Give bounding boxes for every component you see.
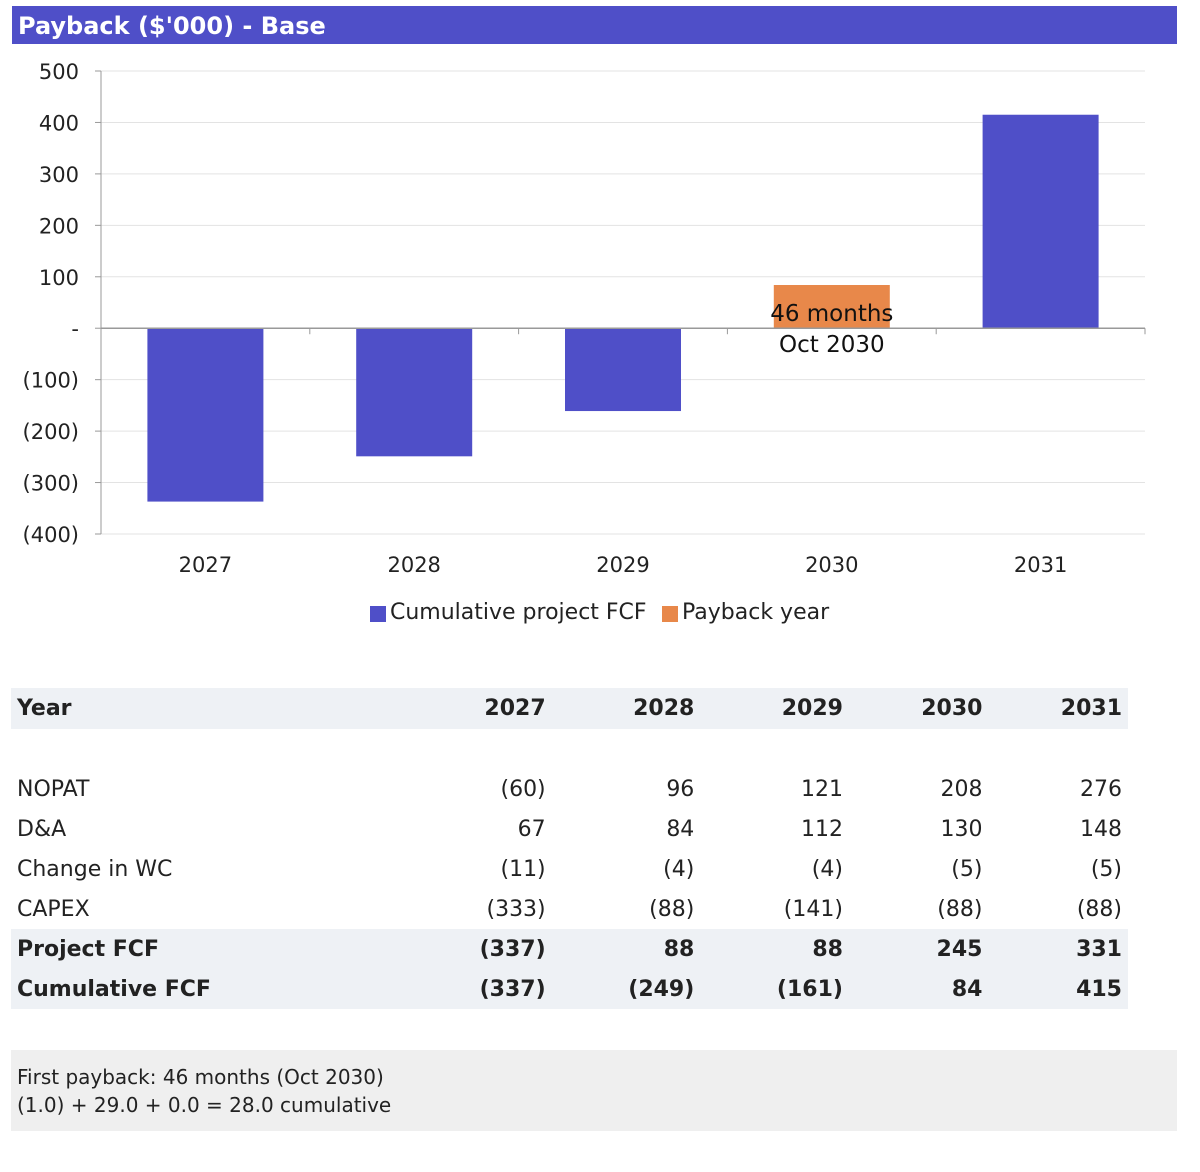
y-tick-label: - — [71, 317, 79, 341]
table-header-cell: 2031 — [988, 688, 1128, 729]
chart-title: Payback ($'000) - Base — [12, 6, 1177, 44]
row-cell: (4) — [663, 856, 695, 882]
row-cell: (333) — [486, 896, 546, 922]
table-row-da: D&A 67 84 112 130 148 — [11, 809, 1128, 849]
row-cell: (141) — [783, 896, 843, 922]
row-cell: (4) — [811, 856, 843, 882]
table-row-change-wc: Change in WC (11) (4) (4) (5) (5) — [11, 849, 1128, 889]
y-tick-label: 300 — [39, 163, 79, 187]
row-cell: (337) — [403, 929, 552, 969]
y-tick-label: (300) — [23, 472, 79, 496]
note-line-1: First payback: 46 months (Oct 2030) — [17, 1065, 384, 1089]
row-cell: 84 — [848, 969, 989, 1009]
table-row-nopat: NOPAT (60) 96 121 208 276 — [11, 769, 1128, 809]
table-header-cell: 2030 — [848, 688, 989, 729]
row-cell: 88 — [551, 929, 701, 969]
row-cell: 130 — [940, 816, 983, 842]
fcf-table: Year 2027 2028 2029 2030 2031 NOPAT (60)… — [11, 688, 1128, 1009]
row-cell: 245 — [848, 929, 989, 969]
legend-label-payback: Payback year — [682, 600, 830, 625]
row-cell: (161) — [700, 969, 849, 1009]
row-cell: 84 — [666, 816, 695, 842]
row-cell: (5) — [1090, 856, 1122, 882]
row-cell: (11) — [500, 856, 546, 882]
table-row-cumulative-fcf: Cumulative FCF (337) (249) (161) 84 415 — [11, 969, 1128, 1009]
row-cell: 208 — [940, 776, 983, 802]
row-cell: 121 — [800, 776, 843, 802]
bar-cumulative-fcf — [565, 328, 681, 412]
bar-payback-year — [773, 285, 890, 329]
legend-label-cumulative: Cumulative project FCF — [390, 600, 647, 625]
table-header-cell: 2028 — [551, 688, 701, 729]
row-label: CAPEX — [17, 896, 90, 922]
row-cell: (88) — [649, 896, 695, 922]
row-label: Change in WC — [17, 856, 173, 882]
annotation-date: Oct 2030 — [779, 332, 885, 358]
y-tick-label: 400 — [39, 111, 79, 135]
x-tick-label: 2028 — [387, 553, 440, 577]
x-tick-label: 2027 — [179, 553, 232, 577]
row-cell: (60) — [500, 776, 546, 802]
row-cell: (88) — [1076, 896, 1122, 922]
row-cell: 96 — [666, 776, 695, 802]
y-tick-label: 500 — [39, 60, 79, 84]
row-cell: 331 — [988, 929, 1128, 969]
y-tick-label: (400) — [23, 523, 79, 547]
y-tick-label: 100 — [39, 266, 79, 290]
note-line-2: (1.0) + 29.0 + 0.0 = 28.0 cumulative — [17, 1093, 392, 1117]
legend-swatch-cumulative — [370, 606, 386, 622]
row-cell: 67 — [517, 816, 546, 842]
y-tick-label: (100) — [23, 369, 79, 393]
table-header-row: Year 2027 2028 2029 2030 2031 — [11, 688, 1128, 729]
row-label: NOPAT — [17, 776, 90, 802]
payback-note: First payback: 46 months (Oct 2030) (1.0… — [11, 1050, 1177, 1131]
bar-cumulative-fcf — [982, 114, 1099, 329]
row-label: D&A — [17, 816, 67, 842]
table-row-project-fcf: Project FCF (337) 88 88 245 331 — [11, 929, 1128, 969]
y-tick-label: (200) — [23, 420, 79, 444]
payback-chart: 500 400 300 200 100 - (100) (200) (300) (400) 2027… — [23, 60, 1146, 577]
bar-cumulative-fcf — [356, 328, 473, 457]
x-tick-label: 2031 — [1014, 553, 1067, 577]
bar-cumulative-fcf — [147, 328, 264, 502]
table-row-capex: CAPEX (333) (88) (141) (88) (88) — [11, 889, 1128, 929]
table-header-cell: 2027 — [403, 688, 552, 729]
row-label: Project FCF — [11, 929, 403, 969]
row-label: Cumulative FCF — [11, 969, 403, 1009]
row-cell: 276 — [1080, 776, 1122, 802]
y-tick-label: 200 — [39, 214, 79, 238]
annotation-months: 46 months — [770, 301, 893, 327]
row-cell: (337) — [403, 969, 552, 1009]
row-cell: 148 — [1080, 816, 1122, 842]
row-cell: (5) — [951, 856, 983, 882]
table-header-cell: 2029 — [700, 688, 849, 729]
row-cell: 88 — [700, 929, 849, 969]
chart-legend: Cumulative project FCF Payback year — [0, 598, 1200, 628]
row-cell: 112 — [800, 816, 843, 842]
x-tick-label: 2029 — [596, 553, 649, 577]
x-tick-label: 2030 — [805, 553, 858, 577]
legend-swatch-payback — [662, 606, 678, 622]
row-cell: (88) — [937, 896, 983, 922]
table-spacer-row — [11, 729, 1128, 769]
table-header-cell: Year — [11, 688, 403, 729]
row-cell: (249) — [551, 969, 701, 1009]
row-cell: 415 — [988, 969, 1128, 1009]
